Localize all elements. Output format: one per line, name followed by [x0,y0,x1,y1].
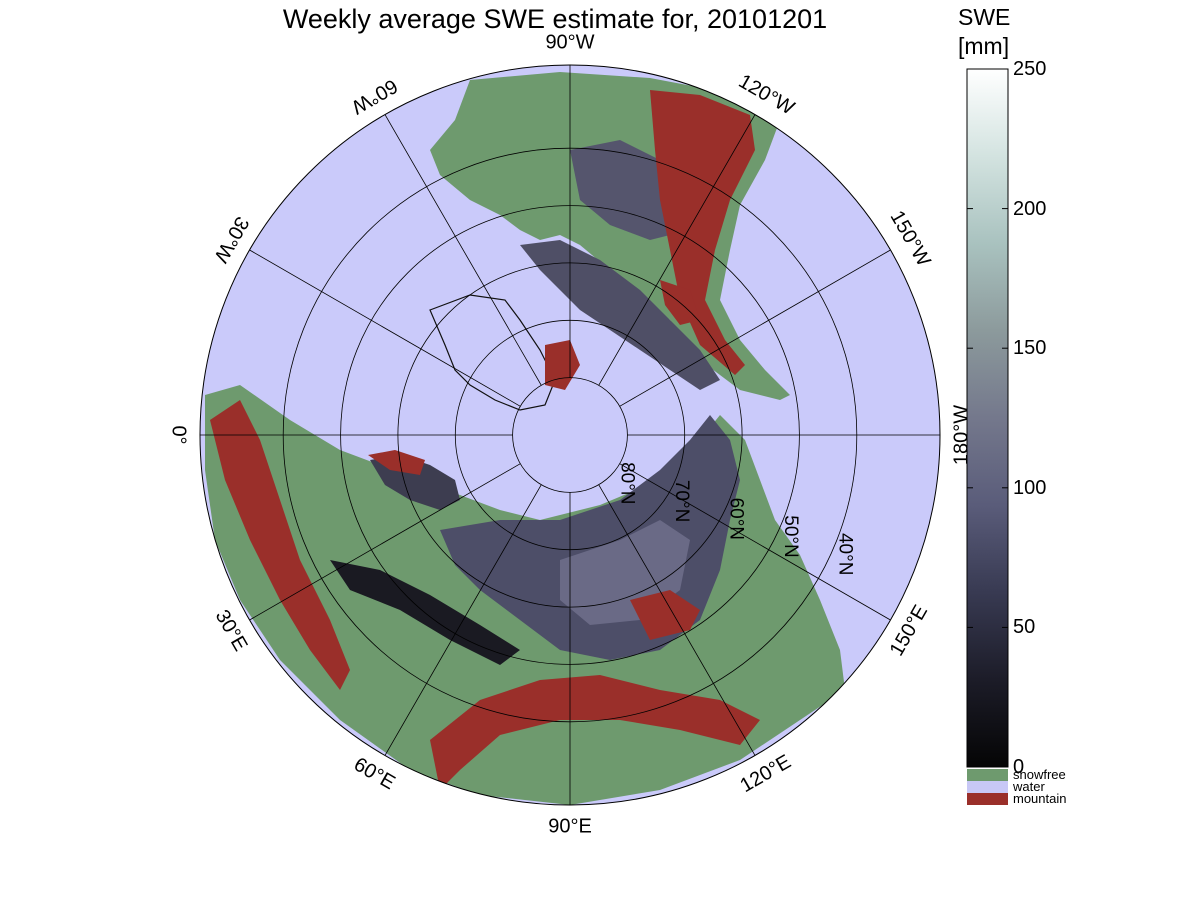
map-title: Weekly average SWE estimate for, 2010120… [282,4,828,34]
colorbar-title-line2: [mm] [958,33,1010,59]
latitude-label: 40°N [835,533,856,575]
category-label: mountain [1013,791,1067,806]
meridian-line [384,484,542,756]
colorbar-gradient [966,68,1009,768]
graticule [200,65,940,805]
latitude-label: 60°N [725,498,746,540]
latitude-label: 80°N [616,462,637,504]
colorbar-categories [967,769,1008,805]
colorbar-tick-label: 150 [1013,337,1047,360]
category-swatch [967,781,1008,793]
colorbar-title-line1: SWE [958,4,1011,30]
meridian-line [598,484,756,756]
greenland [429,294,556,411]
category-label: snowfree [1013,767,1066,782]
colorbar-tick-label: 200 [1013,197,1047,220]
category-swatch [967,793,1008,805]
meridian-line [619,249,891,407]
meridian-line [619,463,891,621]
map-boundary [199,64,941,806]
land-masses [205,72,845,805]
norway-mountain [368,450,425,475]
europe-mountain [210,400,350,690]
colorbar-ticks [967,68,1008,768]
longitude-label: 90°W [545,31,594,53]
colorbar-tick-label: 250 [1013,58,1047,80]
meridian-line [249,463,521,621]
asia-mountain [430,675,760,790]
siberia-mountain [630,590,700,640]
longitude-label: 90°E [548,815,592,837]
colorbar-tick-label: 0 [1013,756,1025,778]
longitude-label: 0° [168,425,190,444]
meridian-line [249,249,521,407]
colorbar-tick-label: 50 [1013,616,1036,639]
rockies-mountain [650,90,755,375]
latitude-label: 70°N [671,480,692,522]
category-label: water [1013,779,1045,794]
colorbar [966,68,1009,805]
latitude-label: 50°N [780,515,801,557]
latitude-labels: 80°N 70°N 60°N 50°N 40°N [616,462,855,575]
meridian-line [598,114,756,386]
meridian-line [384,114,542,386]
colorbar-tick-label: 100 [1013,476,1047,499]
category-swatch [967,769,1008,781]
